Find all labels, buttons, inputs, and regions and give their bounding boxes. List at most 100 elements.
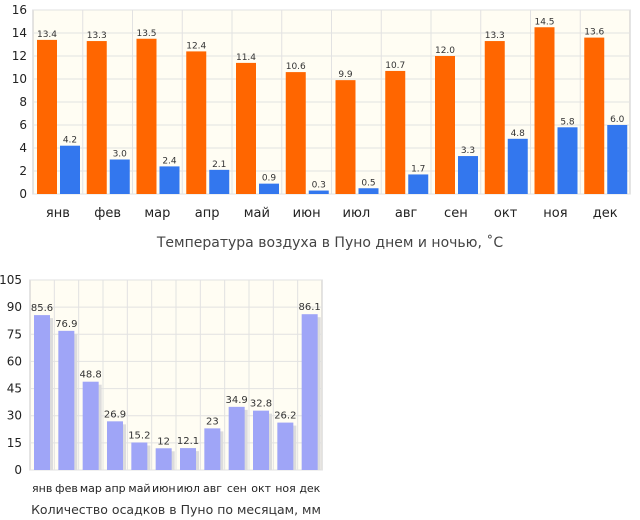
temperature-data-label: 2.1	[212, 160, 226, 170]
precipitation-month-label: фев	[55, 482, 78, 495]
temperature-y-tick: 2	[19, 164, 27, 178]
temperature-month-label: окт	[494, 206, 518, 221]
temperature-bar-day	[186, 51, 207, 195]
precipitation-data-label: 32.8	[250, 399, 272, 410]
temperature-data-label: 6.0	[610, 115, 625, 125]
precipitation-y-tick: 105	[0, 273, 22, 287]
temperature-bar-day	[236, 62, 256, 195]
precipitation-month-label: май	[128, 482, 150, 495]
temperature-data-label: 11.4	[236, 53, 256, 63]
temperature-y-tick: 8	[19, 95, 27, 109]
temperature-data-label: 0.3	[312, 181, 326, 191]
precipitation-y-tick: 60	[7, 354, 22, 368]
temperature-bar-day	[534, 27, 555, 194]
temperature-bar-day	[435, 56, 455, 194]
temperature-data-label: 3.0	[113, 150, 128, 160]
precipitation-month-label: ноя	[275, 482, 296, 495]
temperature-bar-day	[335, 80, 356, 194]
temperature-data-label: 2.4	[162, 156, 177, 166]
precipitation-bar	[277, 422, 294, 470]
temperature-y-tick: 16	[12, 3, 27, 17]
temperature-data-label: 13.5	[136, 29, 156, 39]
temperature-month-label: июн	[293, 206, 321, 221]
temperature-data-label: 10.6	[286, 62, 306, 72]
temperature-data-label: 0.5	[361, 178, 375, 188]
temperature-data-label: 13.3	[87, 31, 107, 41]
temperature-bar-night	[159, 166, 180, 194]
precipitation-data-label: 85.6	[31, 303, 53, 314]
precipitation-data-label: 15.2	[128, 430, 150, 441]
temperature-month-label: фев	[94, 206, 121, 221]
precipitation-data-label: 76.9	[55, 319, 77, 330]
precipitation-data-label: 12	[157, 436, 170, 447]
precipitation-bar	[228, 406, 245, 470]
temperature-data-label: 12.0	[435, 46, 455, 56]
temperature-month-label: ноя	[543, 206, 567, 221]
temperature-bar-night	[557, 127, 578, 194]
precipitation-data-label: 23	[206, 416, 219, 427]
temperature-data-label: 12.4	[186, 41, 206, 51]
temperature-data-label: 3.3	[461, 146, 475, 156]
temperature-y-tick: 6	[19, 118, 27, 132]
temperature-bar-night	[358, 188, 379, 194]
temperature-bar-night	[507, 138, 528, 194]
temperature-data-label: 13.3	[485, 31, 505, 41]
temperature-data-label: 9.9	[338, 70, 353, 80]
temperature-bar-day	[136, 38, 157, 194]
precipitation-y-tick: 90	[7, 300, 22, 314]
temperature-data-label: 10.7	[385, 61, 405, 71]
precipitation-month-label: апр	[105, 482, 126, 495]
temperature-bar-day	[37, 39, 57, 195]
temperature-bar-day	[584, 37, 605, 194]
precipitation-y-tick: 75	[7, 327, 22, 341]
precipitation-y-tick: 30	[7, 409, 22, 423]
temperature-month-label: мар	[144, 206, 170, 221]
precipitation-month-label: июл	[176, 482, 199, 495]
temperature-y-tick: 10	[12, 72, 27, 86]
temperature-chart: 13.4 4.2 13.3 3.0 13.5 2.4 12.4 2.1 11.4 0.9 10.6 0…	[12, 3, 631, 251]
temperature-month-label: дек	[593, 206, 618, 221]
temperature-month-label: авг	[395, 206, 418, 221]
temperature-data-label: 14.5	[534, 17, 554, 27]
temperature-data-label: 13.4	[37, 30, 57, 40]
temperature-month-label: июл	[343, 206, 371, 221]
temperature-chart-title: Температура воздуха в Пуно днем и ночью,…	[156, 234, 503, 251]
precipitation-month-label: сен	[227, 482, 247, 495]
precipitation-month-label: окт	[251, 482, 271, 495]
temperature-bar-night	[458, 156, 478, 194]
temperature-month-label: апр	[195, 206, 220, 221]
temperature-y-tick: 14	[12, 26, 27, 40]
precipitation-bar	[82, 381, 99, 470]
precipitation-bar	[58, 330, 75, 470]
precipitation-chart: 85.676.9 48.8 26.915.2 12 12.1 23 34.9 32.826.2…	[0, 273, 323, 517]
temperature-y-tick: 12	[12, 49, 27, 63]
temperature-bar-night	[109, 159, 130, 194]
temperature-bar-day	[285, 72, 306, 194]
precipitation-y-tick: 0	[14, 463, 22, 477]
precipitation-bar	[131, 442, 148, 470]
precipitation-month-label: мар	[80, 482, 102, 495]
temperature-y-tick: 0	[19, 187, 27, 201]
precipitation-data-label: 86.1	[299, 302, 321, 313]
precipitation-data-label: 48.8	[80, 370, 102, 381]
precipitation-y-tick: 15	[7, 436, 22, 450]
temperature-bar-day	[385, 70, 406, 194]
precipitation-month-label: янв	[32, 482, 52, 495]
precipitation-month-label: июн	[152, 482, 176, 495]
precipitation-bar	[301, 314, 318, 470]
temperature-data-label: 4.8	[511, 129, 526, 139]
precipitation-month-label: авг	[203, 482, 222, 495]
precipitation-bar	[204, 428, 221, 470]
precipitation-bar	[34, 315, 50, 470]
temperature-month-label: май	[244, 206, 270, 221]
precipitation-bar	[253, 410, 269, 470]
precipitation-bar	[180, 448, 196, 470]
temperature-data-label: 1.7	[411, 164, 425, 174]
precipitation-bar	[155, 448, 172, 470]
temperature-bar-day	[484, 41, 505, 194]
temperature-bar-night	[308, 190, 329, 194]
precipitation-y-tick: 45	[7, 382, 22, 396]
temperature-bar-night	[408, 174, 429, 194]
temperature-data-label: 4.2	[63, 136, 77, 146]
temperature-data-label: 5.8	[560, 117, 575, 127]
